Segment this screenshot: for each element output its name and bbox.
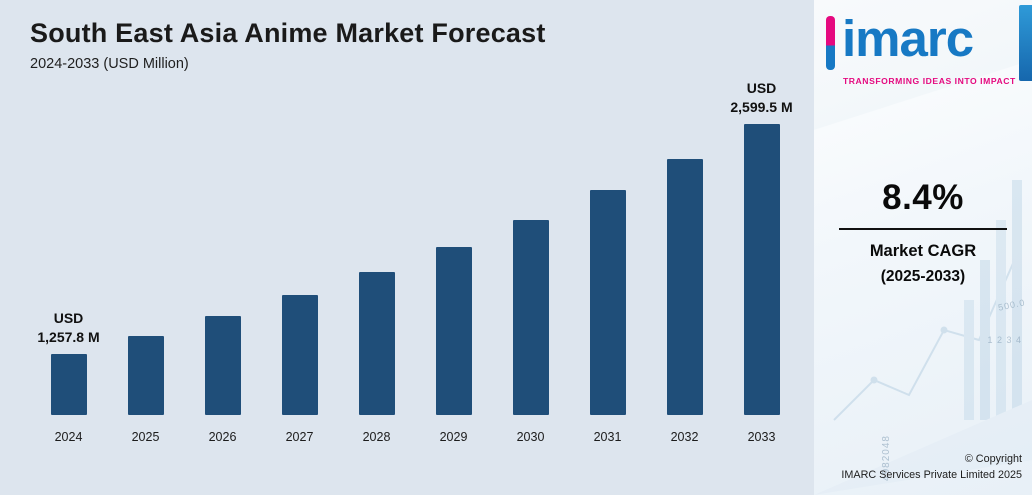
x-tick-2032: 2032 — [670, 430, 699, 444]
bar-2028 — [358, 272, 395, 415]
x-tick-2029: 2029 — [439, 430, 468, 444]
bar-2027 — [281, 295, 318, 415]
bar-2033 — [743, 124, 780, 415]
cagr-label: Market CAGR — [869, 242, 977, 260]
brand-panel: 4982048 500.0 1 2 3 4 imarc TRANSFORMING… — [814, 0, 1032, 495]
copyright: © Copyright IMARC Services Private Limit… — [814, 451, 1032, 495]
logo-accent-bar — [826, 16, 835, 70]
bar-column-2031: 2031 — [569, 190, 646, 462]
x-tick-2026: 2026 — [208, 430, 237, 444]
cagr-block: 8.4% Market CAGR (2025-2033) — [814, 178, 1032, 286]
chart-area: South East Asia Anime Market Forecast 20… — [0, 0, 814, 495]
bar-2031 — [589, 190, 626, 415]
logo-blue-bar — [1019, 5, 1032, 81]
x-tick-2024: 2024 — [54, 430, 83, 444]
bar-column-2028: 2028 — [338, 272, 415, 462]
logo-wordmark: imarc — [842, 10, 974, 67]
bar-column-2025: 2025 — [107, 336, 184, 462]
bar-2032 — [666, 159, 703, 415]
bar-2024 — [50, 354, 87, 415]
bar-column-2030: 2030 — [492, 220, 569, 462]
bar-value-label-2024: USD 1,257.8 M — [37, 310, 100, 346]
x-tick-2030: 2030 — [516, 430, 545, 444]
brand-tagline: TRANSFORMING IDEAS INTO IMPACT — [843, 76, 1016, 86]
page-subtitle: 2024-2033 (USD Million) — [30, 56, 189, 72]
bar-column-2032: 2032 — [646, 159, 723, 462]
page-title: South East Asia Anime Market Forecast — [30, 18, 546, 48]
x-tick-2033: 2033 — [747, 430, 776, 444]
copyright-line-2: IMARC Services Private Limited 2025 — [841, 468, 1022, 481]
decor-number: 1 2 3 4 — [987, 335, 1022, 345]
decor-number: 500.0 — [997, 297, 1027, 313]
bar-2026 — [204, 316, 241, 415]
bar-column-2027: 2027 — [261, 295, 338, 462]
bar-column-2033: USD 2,599.5 M 2033 — [723, 79, 800, 462]
bar-chart: USD 1,257.8 M 2024 2025 2026 2027 2028 2029 2030… — [30, 78, 804, 462]
imarc-logo: imarc TRANSFORMING IDEAS INTO IMPACT — [814, 0, 1032, 86]
x-tick-2031: 2031 — [593, 430, 622, 444]
cagr-period: (2025-2033) — [880, 268, 966, 285]
cagr-value: 8.4% — [882, 178, 964, 217]
bar-2029 — [435, 247, 472, 415]
logo-row: imarc — [826, 12, 1018, 70]
bar-column-2024: USD 1,257.8 M 2024 — [30, 309, 107, 462]
bar-column-2026: 2026 — [184, 316, 261, 462]
x-tick-2028: 2028 — [362, 430, 391, 444]
bar-value-label-2033: USD 2,599.5 M — [730, 80, 793, 116]
bar-2025 — [127, 336, 164, 415]
copyright-line-1: © Copyright — [964, 452, 1022, 465]
bar-2030 — [512, 220, 549, 415]
x-tick-2027: 2027 — [285, 430, 314, 444]
bar-column-2029: 2029 — [415, 247, 492, 462]
cagr-divider — [839, 228, 1007, 230]
x-tick-2025: 2025 — [131, 430, 160, 444]
